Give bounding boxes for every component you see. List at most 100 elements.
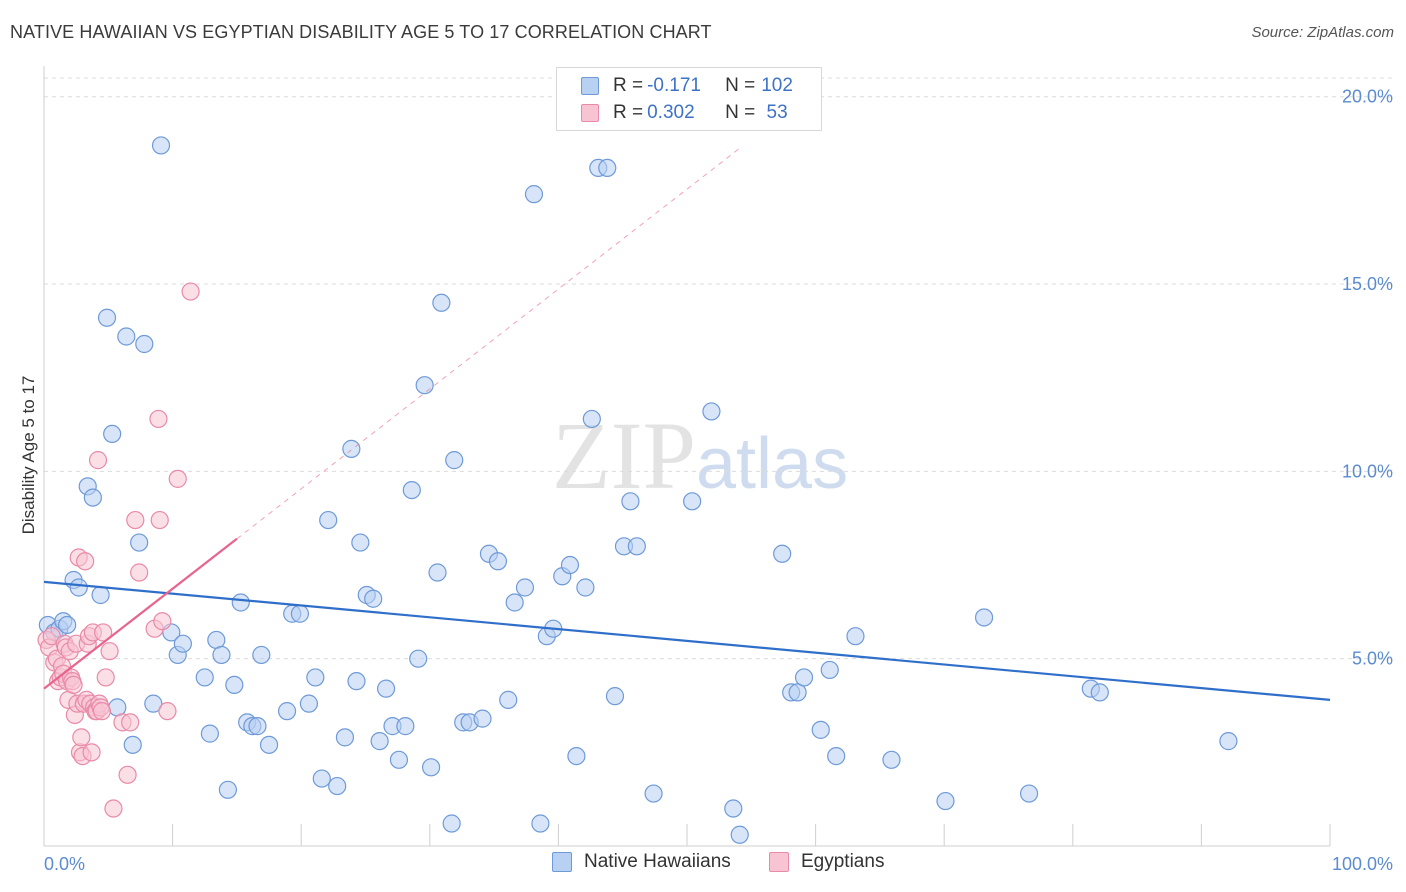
data-point	[135, 334, 154, 354]
data-point	[58, 615, 77, 635]
legend-r-label: R =	[613, 75, 644, 96]
data-point	[299, 694, 319, 713]
data-point	[83, 488, 102, 507]
data-point	[882, 750, 901, 769]
data-point	[123, 735, 142, 754]
data-point	[259, 735, 279, 754]
data-point	[342, 439, 361, 458]
data-point	[627, 537, 646, 556]
data-point	[524, 185, 544, 204]
data-point	[605, 687, 625, 706]
data-point	[409, 649, 428, 668]
data-point	[328, 776, 347, 796]
legend-label-egyptians: Egyptians	[801, 851, 885, 872]
data-point	[319, 510, 338, 530]
watermark: ZIPatlas	[552, 400, 848, 511]
data-point	[351, 533, 370, 552]
data-point	[811, 720, 830, 739]
data-point	[69, 578, 88, 597]
data-point	[76, 552, 95, 571]
data-point	[149, 409, 168, 429]
legend-swatch-blue	[552, 852, 572, 872]
legend-n-value: 53	[761, 102, 788, 123]
data-point	[64, 675, 83, 695]
trend-extension-egyptians	[236, 148, 739, 540]
data-point	[212, 645, 231, 665]
data-point	[72, 728, 91, 747]
data-point	[117, 327, 136, 346]
data-point	[97, 308, 117, 327]
data-point	[576, 578, 595, 597]
data-point	[158, 702, 177, 721]
legend-n-value: 102	[761, 75, 793, 96]
data-point	[121, 713, 140, 732]
y-tick-label: 20.0%	[1342, 87, 1393, 107]
data-point	[499, 690, 518, 709]
data-point	[515, 578, 535, 597]
legend-n-label: N =	[725, 102, 756, 123]
data-point	[370, 732, 389, 751]
data-point	[421, 758, 441, 777]
data-point	[1219, 732, 1238, 751]
axes	[43, 66, 1331, 847]
data-point	[428, 563, 447, 582]
y-tick-label: 10.0%	[1342, 461, 1393, 481]
data-point	[582, 409, 601, 429]
data-point	[473, 709, 492, 728]
data-point	[231, 593, 250, 612]
data-point	[153, 612, 172, 631]
legend-row-native-hawaiians: R = -0.171 N = 102	[581, 74, 793, 98]
data-point	[621, 492, 640, 511]
data-point	[306, 668, 325, 687]
data-point	[118, 765, 137, 784]
legend-swatch-blue	[581, 77, 599, 95]
data-point	[103, 424, 122, 444]
legend-r-label: R =	[613, 102, 644, 123]
data-point	[788, 683, 807, 702]
x-tick-label: 0.0%	[44, 854, 85, 874]
data-point	[218, 780, 237, 799]
data-point	[598, 158, 617, 178]
data-point	[312, 769, 331, 788]
data-point	[702, 402, 721, 421]
data-point	[151, 136, 171, 155]
data-point	[846, 627, 865, 646]
data-point	[82, 743, 101, 762]
data-point	[225, 675, 244, 695]
data-point	[445, 451, 464, 470]
series-native-hawaiians	[38, 136, 1238, 844]
trend-line-native-hawaiians	[43, 580, 1331, 701]
data-point	[724, 799, 743, 818]
data-point	[683, 492, 702, 511]
trend-lines	[43, 148, 1331, 701]
x-tick-label: 100.0%	[1332, 854, 1393, 874]
data-point	[488, 552, 508, 571]
watermark-atlas: atlas	[696, 424, 849, 504]
correlation-legend: R = -0.171 N = 102 R = 0.302 N = 53	[556, 67, 822, 131]
data-point	[252, 645, 271, 665]
data-point	[531, 814, 550, 833]
data-point	[794, 668, 814, 687]
legend-row-egyptians: R = 0.302 N = 53	[581, 101, 788, 125]
data-point	[389, 750, 409, 769]
grid-lines	[44, 77, 1394, 660]
data-point	[730, 825, 749, 844]
data-point	[560, 555, 580, 575]
data-point	[104, 799, 123, 818]
series-egyptians	[37, 282, 200, 818]
data-point	[92, 702, 111, 721]
data-point	[130, 533, 149, 552]
data-point	[335, 728, 355, 747]
legend-item-native-hawaiians: Native Hawaiians	[552, 851, 731, 873]
data-point	[130, 563, 149, 582]
source-credit: Source: ZipAtlas.com	[1251, 24, 1394, 41]
data-point	[442, 814, 461, 833]
y-tick-label: 5.0%	[1352, 649, 1393, 669]
data-point	[974, 608, 994, 627]
legend-r-value: 0.302	[647, 102, 695, 123]
data-point	[936, 791, 955, 811]
data-point	[200, 724, 219, 743]
data-point	[94, 623, 113, 642]
data-point	[364, 589, 383, 608]
